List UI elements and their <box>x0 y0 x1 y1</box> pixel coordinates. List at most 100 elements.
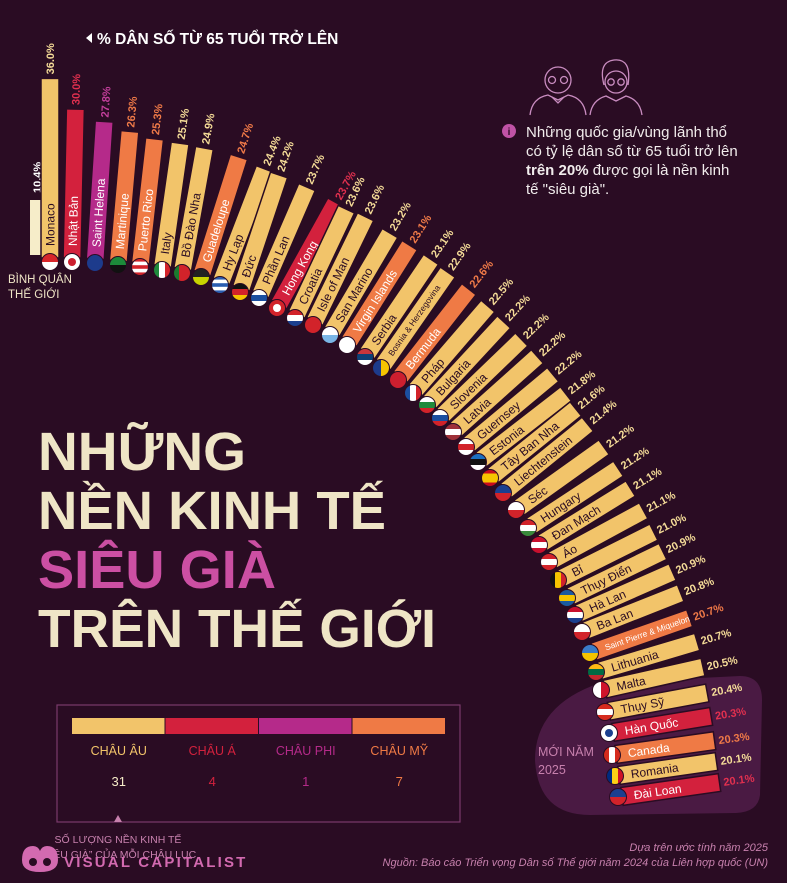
flag-icon <box>600 724 618 742</box>
bar-group: Romania 20.1% <box>616 752 753 786</box>
bar-group: Canada 20.3% <box>613 731 751 765</box>
legend-label: CHÂU ÂU <box>91 743 147 758</box>
visual-capitalist-logo-icon <box>22 846 58 872</box>
legend-label: CHÂU Á <box>189 743 237 758</box>
flag-icon <box>231 283 249 301</box>
legend-caption-2: “SIÊU GIÀ” CỦA MỖI CHÂU LỤC <box>40 848 197 861</box>
bar-label: Đài Loan <box>633 782 683 803</box>
flag-icon <box>469 453 487 471</box>
bar-label: Italy <box>158 231 175 255</box>
value-label: 20.3% <box>718 731 751 747</box>
flag-icon <box>192 268 210 286</box>
flag-icon <box>507 501 525 519</box>
bar-label: Canada <box>627 740 671 760</box>
bar-group: Italy 25.1% <box>152 108 192 269</box>
flag-icon <box>404 384 422 402</box>
world-average-label-1: BÌNH QUÂN <box>8 273 72 286</box>
title-line-3: SIÊU GIÀ <box>38 539 276 600</box>
flag-icon <box>558 589 576 607</box>
flag-icon <box>356 348 374 366</box>
flag-icon <box>418 396 436 414</box>
title-line-4: TRÊN THẾ GIỚI <box>38 598 436 659</box>
value-label: 24.9% <box>200 112 217 145</box>
logo-text: VISUAL CAPITALIST <box>64 854 248 871</box>
flag-icon <box>592 681 610 699</box>
footer-note: Dựa trên ước tính năm 2025 <box>629 842 768 854</box>
world-average-label-2: THẾ GIỚI <box>8 288 59 301</box>
flag-icon <box>389 371 407 389</box>
bar-label: Áo <box>559 541 579 561</box>
value-label: 25.1% <box>176 108 192 141</box>
elderly-couple-icon <box>529 59 643 116</box>
flag-icon <box>494 484 512 502</box>
title-line-1: NHỮNG <box>38 422 246 482</box>
info-text-1: Những quốc gia/vùng lãnh thổ <box>526 124 727 141</box>
bar-label: Đức <box>239 253 259 279</box>
legend-count: 4 <box>209 774 216 789</box>
flag-icon <box>596 703 614 721</box>
flag-icon <box>581 644 599 662</box>
bar-label: Nhật Bản <box>66 196 81 246</box>
title-line-2: NỀN KINH TẾ <box>38 481 386 541</box>
info-icon-glyph: i <box>508 127 511 138</box>
bar-label: Martinique <box>113 192 132 249</box>
new-2025-year: 2025 <box>538 763 566 777</box>
legend-count: 1 <box>302 774 309 789</box>
flag-icon <box>41 253 59 271</box>
flag-icon <box>109 256 127 274</box>
flag-icon <box>211 276 229 294</box>
flag-icon <box>566 606 584 624</box>
info-text-bold: trên 20% <box>526 162 589 179</box>
value-label: 26.3% <box>125 96 140 128</box>
info-icon <box>502 124 516 138</box>
flag-icon <box>338 336 356 354</box>
bar-label: Malta <box>615 674 647 694</box>
flag-icon <box>457 438 475 456</box>
footer-source: Nguồn: Báo cáo Triển vọng Dân số Thế giớ… <box>383 857 769 869</box>
flag-icon <box>530 536 548 554</box>
flag-icon <box>519 519 537 537</box>
value-label: 20.3% <box>714 706 747 723</box>
flag-icon <box>131 258 149 276</box>
value-label: 20.1% <box>720 752 753 768</box>
bar-group: Monaco 36.0% <box>40 43 60 259</box>
flag-icon <box>63 253 81 271</box>
bar-label: Monaco <box>44 203 58 246</box>
info-text-4: tế "siêu già". <box>526 181 609 198</box>
flag-icon <box>372 359 390 377</box>
flag-icon <box>606 767 624 785</box>
bar-label: Saint Helena <box>90 178 108 248</box>
legend-swatch <box>165 718 258 734</box>
legend-swatch <box>259 718 352 734</box>
flag-icon <box>603 746 621 764</box>
bar-label: Romania <box>630 760 680 781</box>
flag-icon <box>268 299 286 317</box>
value-label: 20.4% <box>710 682 743 700</box>
value-label: 25.3% <box>150 103 165 136</box>
flag-icon <box>540 553 558 571</box>
flag-icon <box>609 788 627 806</box>
flag-icon <box>587 663 605 681</box>
flag-icon <box>481 469 499 487</box>
value-label: 27.8% <box>99 86 113 118</box>
info-text-3: trên 20% được gọi là nền kinh <box>526 162 729 179</box>
flag-icon <box>250 289 268 307</box>
value-label: 36.0% <box>45 43 57 74</box>
new-2025-label: MỚI NĂM <box>538 744 594 759</box>
flag-icon <box>173 264 191 282</box>
flag-icon <box>444 423 462 441</box>
flag-icon <box>286 309 304 327</box>
info-text-2: có tỷ lệ dân số từ 65 tuổi trở lên <box>526 143 738 160</box>
legend-swatch <box>72 718 165 734</box>
flag-icon <box>304 316 322 334</box>
flag-icon <box>86 254 104 272</box>
value-label: 30.0% <box>70 74 83 106</box>
legend-count: 31 <box>112 774 126 789</box>
legend-box <box>56 704 461 823</box>
